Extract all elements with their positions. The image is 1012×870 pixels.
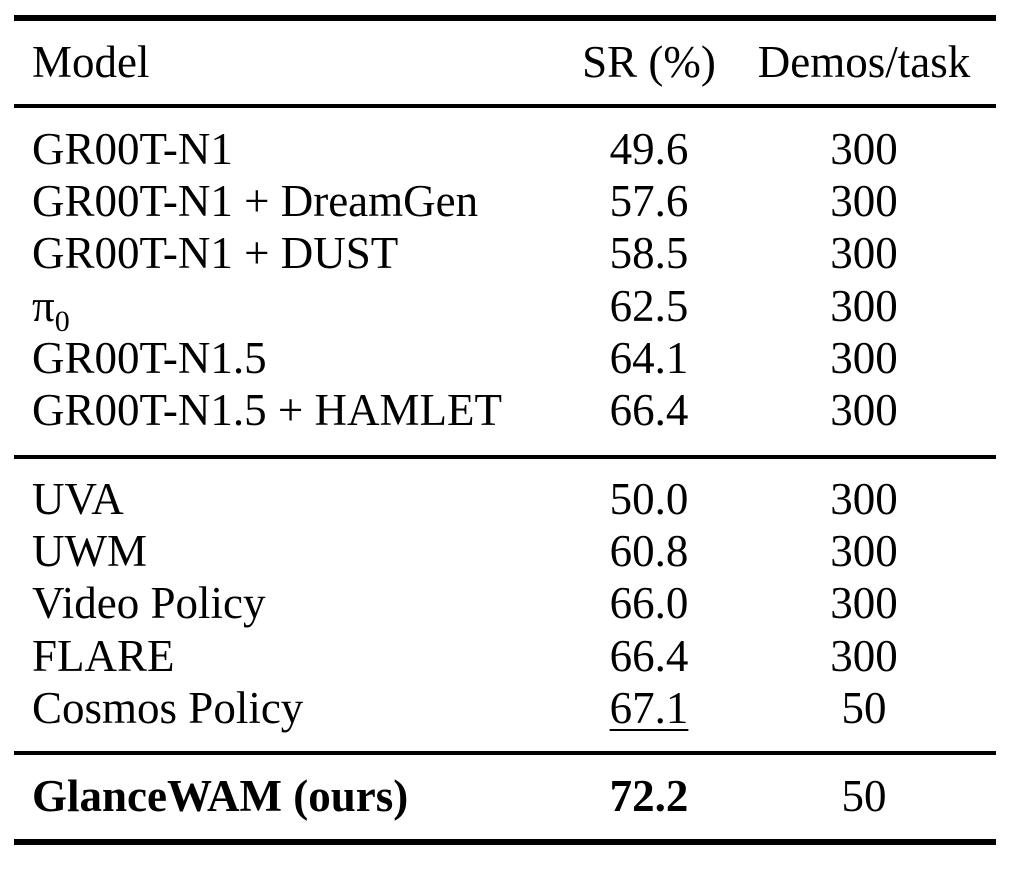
- sr-value: 66.0: [609, 578, 689, 628]
- table-row: Cosmos Policy 67.1 50: [14, 682, 996, 734]
- demos-value: 300: [830, 281, 898, 331]
- sr-value: 50.0: [609, 474, 689, 524]
- header-model: Model: [32, 37, 150, 87]
- group-rule: [14, 455, 996, 459]
- table-row: GR00T-N1 49.6 300: [14, 123, 996, 175]
- sr-value: 66.4: [609, 631, 689, 681]
- model-name: GR00T-N1 + DUST: [32, 228, 399, 278]
- pi-symbol: π: [32, 281, 55, 331]
- model-name: GR00T-N1 + DreamGen: [32, 176, 479, 226]
- demos-value: 300: [830, 228, 898, 278]
- header-demos: Demos/task: [757, 37, 971, 87]
- header-sr: SR (%): [582, 37, 716, 87]
- sr-value: 60.8: [609, 526, 689, 576]
- sr-value: 58.5: [609, 228, 689, 278]
- demos-value: 300: [830, 526, 898, 576]
- model-name: GR00T-N1.5: [32, 333, 267, 383]
- demos-value: 50: [841, 683, 887, 733]
- table-row: π0 62.5 300: [14, 280, 996, 338]
- model-name: GlanceWAM (ours): [32, 771, 409, 821]
- table-row: UWM 60.8 300: [14, 525, 996, 577]
- model-name: GR00T-N1: [32, 124, 233, 174]
- demos-value: 300: [830, 176, 898, 226]
- demos-value: 300: [830, 474, 898, 524]
- sr-value: 66.4: [609, 385, 689, 435]
- demos-value: 300: [830, 578, 898, 628]
- model-name: GR00T-N1.5 + HAMLET: [32, 385, 502, 435]
- sr-value: 72.2: [609, 771, 689, 821]
- model-name: Cosmos Policy: [32, 683, 304, 733]
- model-name-pi0: π0: [32, 280, 70, 338]
- demos-value: 300: [830, 124, 898, 174]
- sr-value: 49.6: [609, 124, 689, 174]
- header-rule: [14, 104, 996, 108]
- table-row: FLARE 66.4 300: [14, 630, 996, 682]
- model-name: UWM: [32, 526, 147, 576]
- table-row: UVA 50.0 300: [14, 473, 996, 525]
- table-row-ours: GlanceWAM (ours) 72.2 50: [14, 770, 996, 822]
- model-name: FLARE: [32, 631, 175, 681]
- table-row: GR00T-N1.5 + HAMLET 66.4 300: [14, 384, 996, 436]
- demos-value: 300: [830, 631, 898, 681]
- header-row: Model SR (%) Demos/task: [14, 36, 996, 88]
- demos-value: 300: [830, 333, 898, 383]
- sr-value: 57.6: [609, 176, 689, 226]
- demos-value: 300: [830, 385, 898, 435]
- pi-subscript: 0: [54, 305, 70, 338]
- table-row: GR00T-N1 + DreamGen 57.6 300: [14, 175, 996, 227]
- demos-value: 50: [841, 771, 887, 821]
- model-name: Video Policy: [32, 578, 266, 628]
- table-row: GR00T-N1.5 64.1 300: [14, 332, 996, 384]
- sr-value: 62.5: [609, 281, 689, 331]
- sr-value: 64.1: [609, 333, 689, 383]
- sr-value-underlined: 67.1: [574, 682, 724, 734]
- table-row: GR00T-N1 + DUST 58.5 300: [14, 227, 996, 279]
- results-table: Model SR (%) Demos/task GR00T-N1 49.6 30…: [14, 0, 996, 870]
- bottom-rule: [14, 839, 996, 845]
- ours-rule: [14, 751, 996, 755]
- table-row: Video Policy 66.0 300: [14, 577, 996, 629]
- model-name: UVA: [32, 474, 124, 524]
- top-rule: [14, 15, 996, 21]
- sr-underlined-text: 67.1: [609, 683, 689, 733]
